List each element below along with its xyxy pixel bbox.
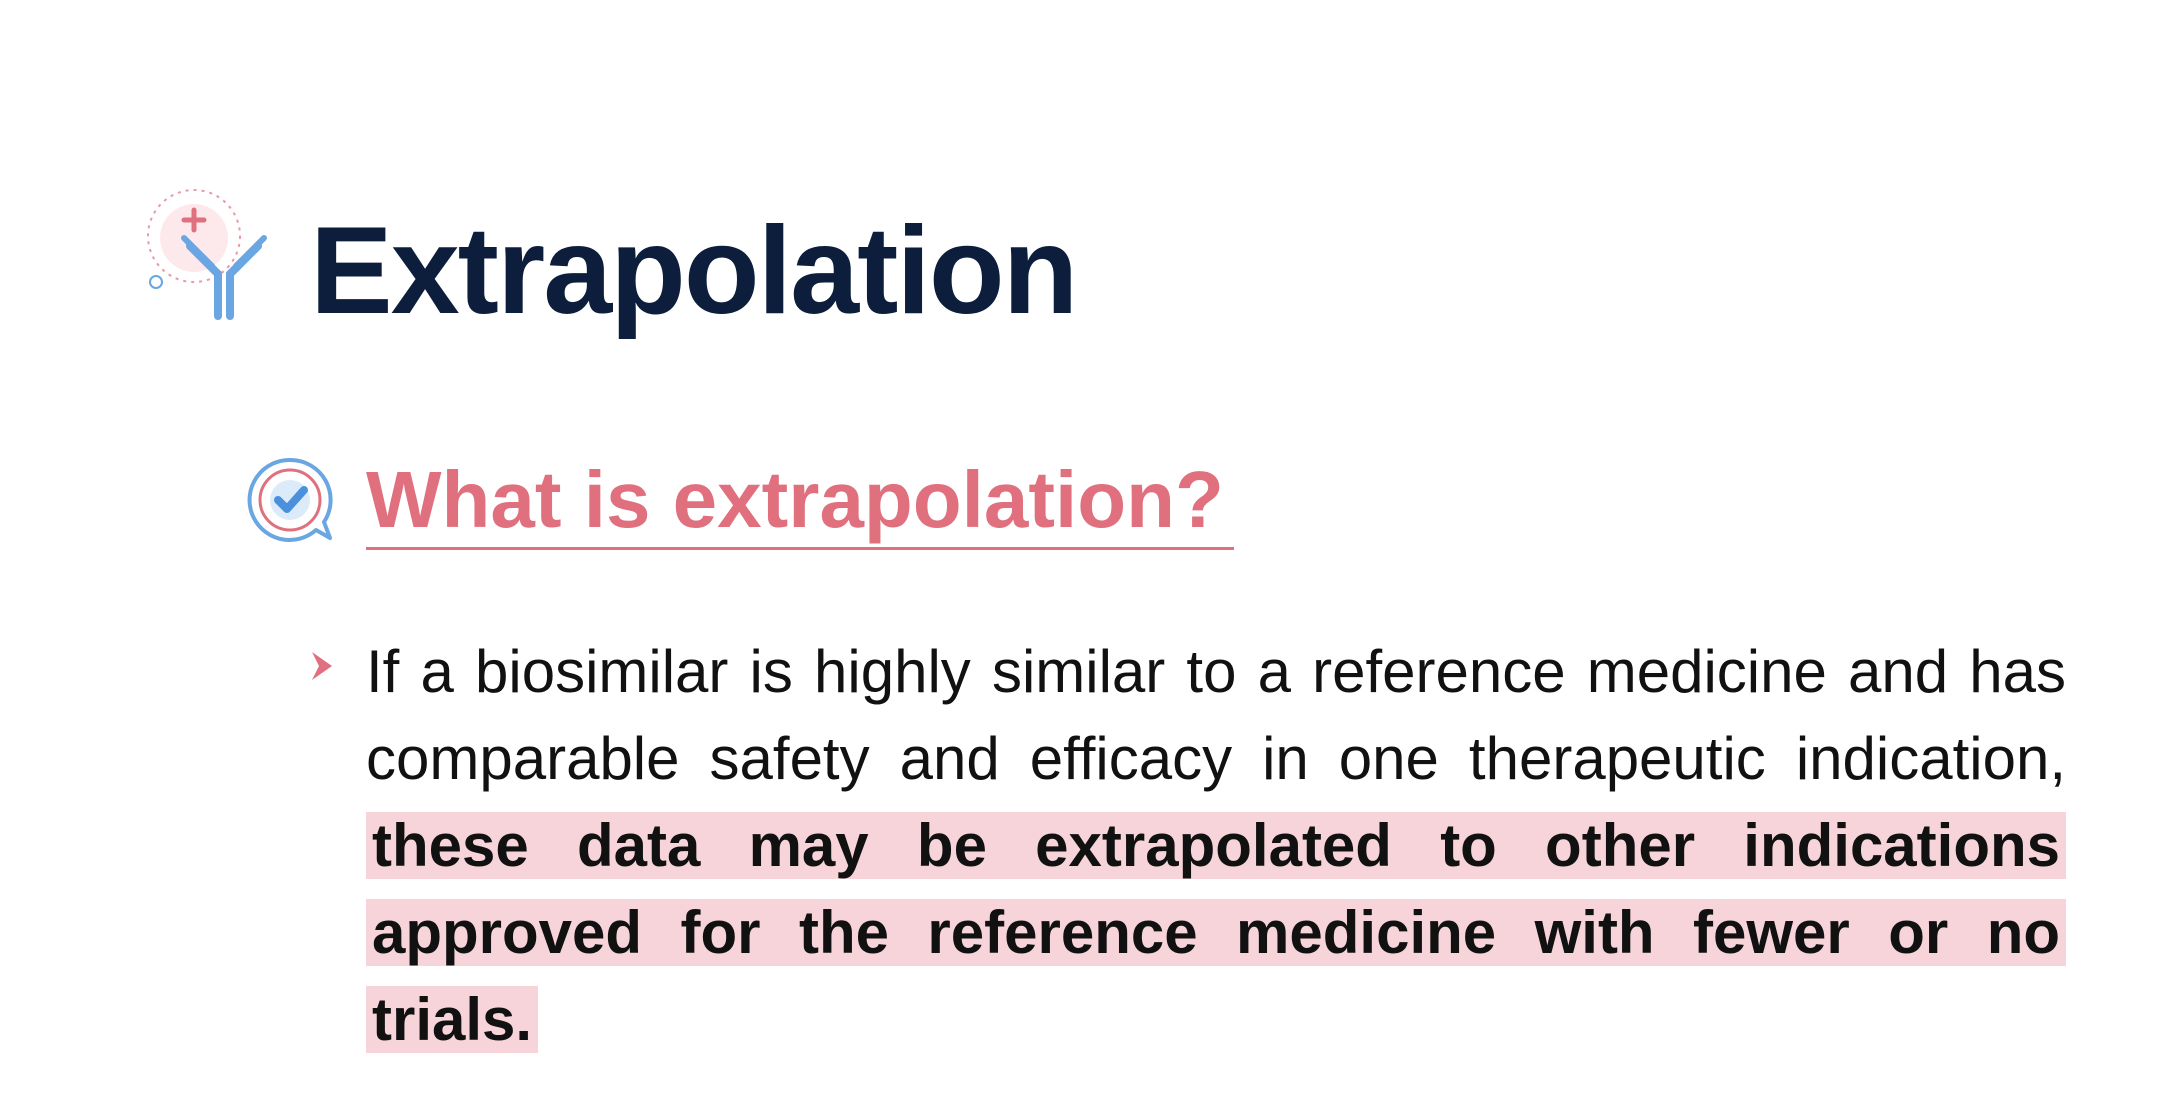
highlighted-text: these data may be extrapolated to other … xyxy=(366,812,2066,1053)
antibody-icon xyxy=(147,189,267,320)
bullet-text: If a biosimilar is highly similar to a r… xyxy=(366,638,2066,792)
bullet-paragraph: If a biosimilar is highly similar to a r… xyxy=(366,628,2066,1063)
heading-underline xyxy=(366,547,1234,550)
chevron-right-icon xyxy=(312,652,332,680)
page-title: Extrapolation xyxy=(310,202,1078,340)
checkmark-speech-bubble-icon xyxy=(247,457,333,542)
section-heading: What is extrapolation? xyxy=(366,455,1224,544)
